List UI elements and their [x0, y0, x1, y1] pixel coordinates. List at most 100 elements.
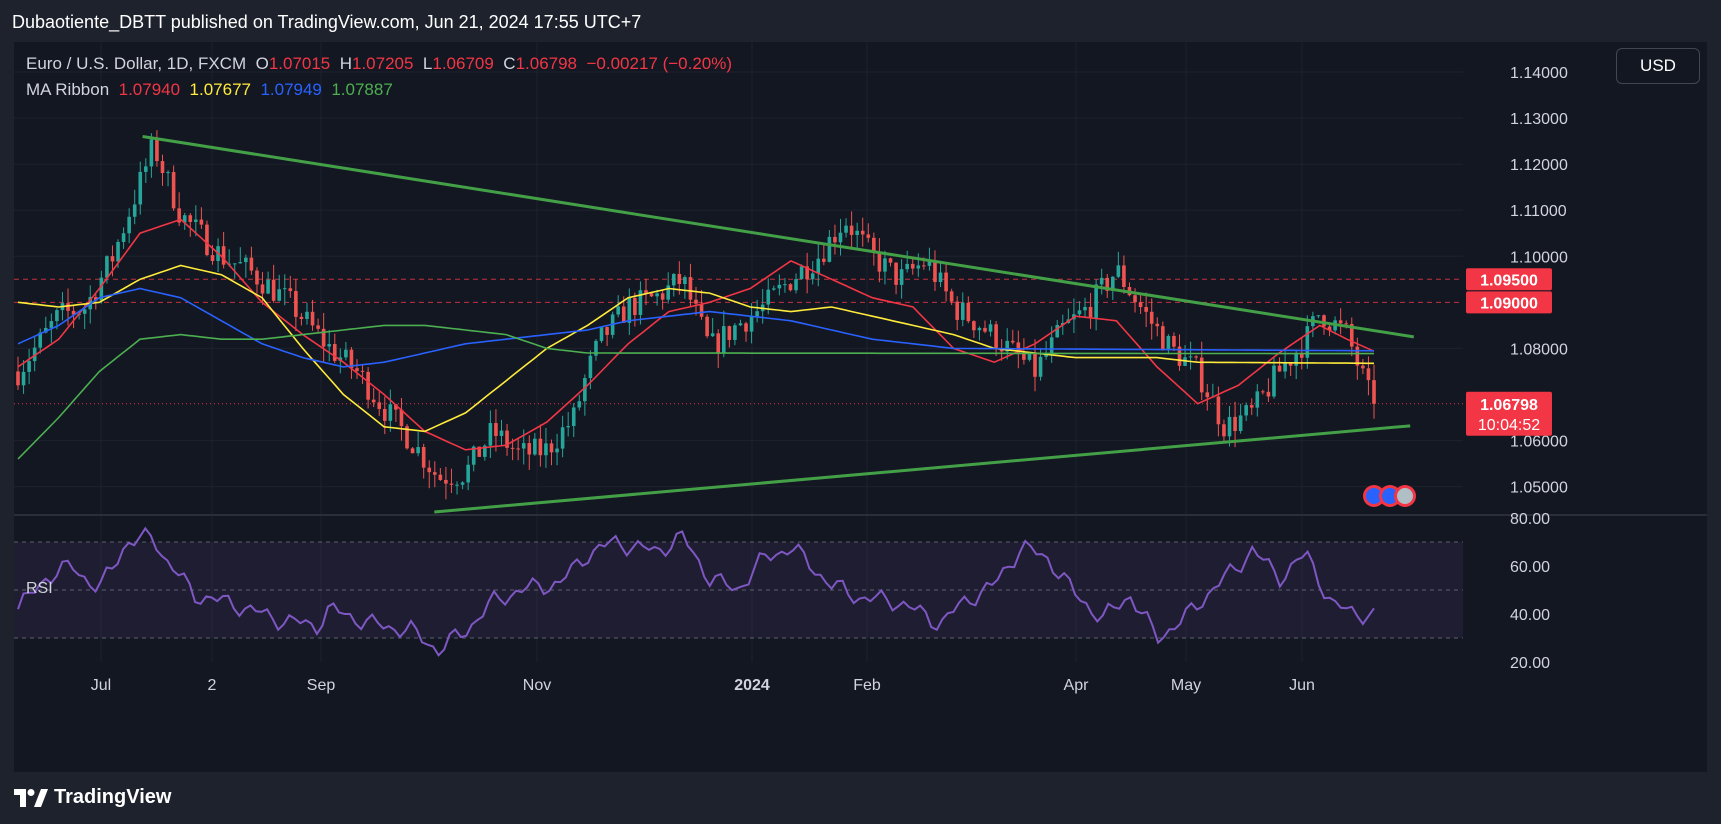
level-price-label: 1.09000 — [1480, 295, 1538, 312]
candle-body — [205, 224, 209, 256]
candle-body — [483, 445, 487, 457]
candle-body — [1033, 353, 1037, 377]
currency-button[interactable]: USD — [1616, 48, 1700, 84]
economic-events-icon[interactable] — [1363, 485, 1416, 507]
level-price-badge — [1466, 268, 1552, 291]
candle-body — [899, 269, 904, 285]
candle-body — [955, 301, 959, 320]
time-axis-label: Nov — [523, 677, 551, 694]
candle-body — [66, 303, 70, 311]
candle-body — [910, 263, 915, 269]
candle-body — [966, 302, 971, 322]
candle-body — [332, 344, 337, 361]
candle-body — [1322, 315, 1326, 327]
candle-body — [783, 284, 787, 286]
candle-body — [938, 272, 943, 283]
candle-body — [888, 258, 893, 263]
candle-body — [255, 270, 259, 285]
moving-average-line — [17, 264, 1374, 433]
time-axis-label: 2 — [208, 677, 217, 694]
candle-body — [533, 438, 537, 455]
candle-body — [1294, 352, 1298, 366]
candle-body — [571, 407, 576, 426]
candle-body — [1249, 405, 1254, 408]
candle-body — [1038, 356, 1043, 377]
candle-body — [1010, 340, 1015, 343]
candle-body — [544, 443, 548, 456]
candle-body — [788, 284, 793, 291]
candle-body — [1122, 265, 1126, 288]
candle-body — [294, 291, 298, 317]
candle-body — [21, 371, 26, 386]
candle-body — [949, 291, 954, 302]
ma-ribbon-legend[interactable]: MA Ribbon 1.07940 1.07677 1.07949 1.0788… — [26, 80, 393, 100]
candle-body — [633, 297, 637, 315]
symbol-description[interactable]: Euro / U.S. Dollar, 1D, FXCM — [26, 54, 247, 73]
time-axis-label: Jul — [91, 677, 111, 694]
rsi-axis-label: 20.00 — [1510, 655, 1550, 672]
candle-body — [49, 321, 54, 328]
event-flag-inner — [1397, 488, 1413, 504]
price-axis-label: 1.12000 — [1510, 157, 1568, 174]
candle-body — [160, 161, 165, 174]
candle-body — [505, 430, 509, 448]
candle-body — [527, 443, 532, 455]
candle-body — [1133, 295, 1137, 303]
tradingview-brand[interactable]: TradingView — [14, 786, 171, 809]
candle-body — [399, 409, 404, 427]
candle-body — [1172, 335, 1176, 347]
moving-average-line — [17, 218, 1375, 451]
candle-body — [844, 225, 848, 233]
candle-body — [766, 289, 771, 305]
candle-body — [127, 216, 131, 234]
candle-body — [772, 288, 776, 290]
candle-body — [460, 482, 465, 485]
candle-body — [1155, 323, 1160, 327]
candle-body — [421, 447, 426, 468]
candle-body — [738, 323, 743, 326]
candle-body — [999, 348, 1004, 352]
time-axis-label: Sep — [307, 677, 336, 694]
candle-body — [366, 371, 370, 400]
price-axis-label: 1.13000 — [1510, 111, 1568, 128]
candle-body — [883, 258, 887, 272]
candle-body — [232, 263, 237, 265]
candle-body — [282, 288, 287, 290]
candle-body — [1027, 353, 1032, 360]
candle-body — [649, 293, 654, 297]
candle-body — [349, 349, 354, 369]
candle-body — [444, 479, 448, 484]
candle-body — [55, 310, 59, 322]
candle-body — [321, 328, 326, 347]
candle-body — [860, 230, 865, 235]
candle-body — [71, 310, 76, 315]
time-axis-label: Apr — [1064, 677, 1090, 694]
candle-body — [110, 256, 115, 262]
ma3-value: 1.07949 — [260, 80, 322, 99]
candle-body — [194, 219, 198, 222]
price-axis-label: 1.08000 — [1510, 341, 1568, 358]
candle-body — [316, 325, 320, 329]
candle-body — [1005, 340, 1010, 352]
open-label: O — [255, 54, 269, 73]
footer — [0, 772, 1721, 824]
trendline — [434, 424, 1411, 514]
price-legend[interactable]: Euro / U.S. Dollar, 1D, FXCM O1.07015 H1… — [26, 54, 732, 74]
candle-body — [744, 323, 748, 332]
candle-body — [260, 284, 265, 294]
candle-body — [983, 327, 987, 332]
candle-body — [99, 277, 104, 301]
candle-body — [344, 349, 348, 358]
candle-body — [210, 255, 215, 261]
candle-body — [271, 279, 276, 301]
candle-body — [972, 321, 976, 331]
candle-body — [371, 399, 376, 403]
candle-body — [144, 166, 148, 172]
candle-body — [494, 423, 498, 436]
candle-body — [516, 448, 520, 450]
level-price-label: 1.09500 — [1480, 272, 1538, 289]
candle-body — [616, 306, 620, 315]
close-label: C — [503, 54, 516, 73]
candle-body — [1083, 306, 1087, 311]
